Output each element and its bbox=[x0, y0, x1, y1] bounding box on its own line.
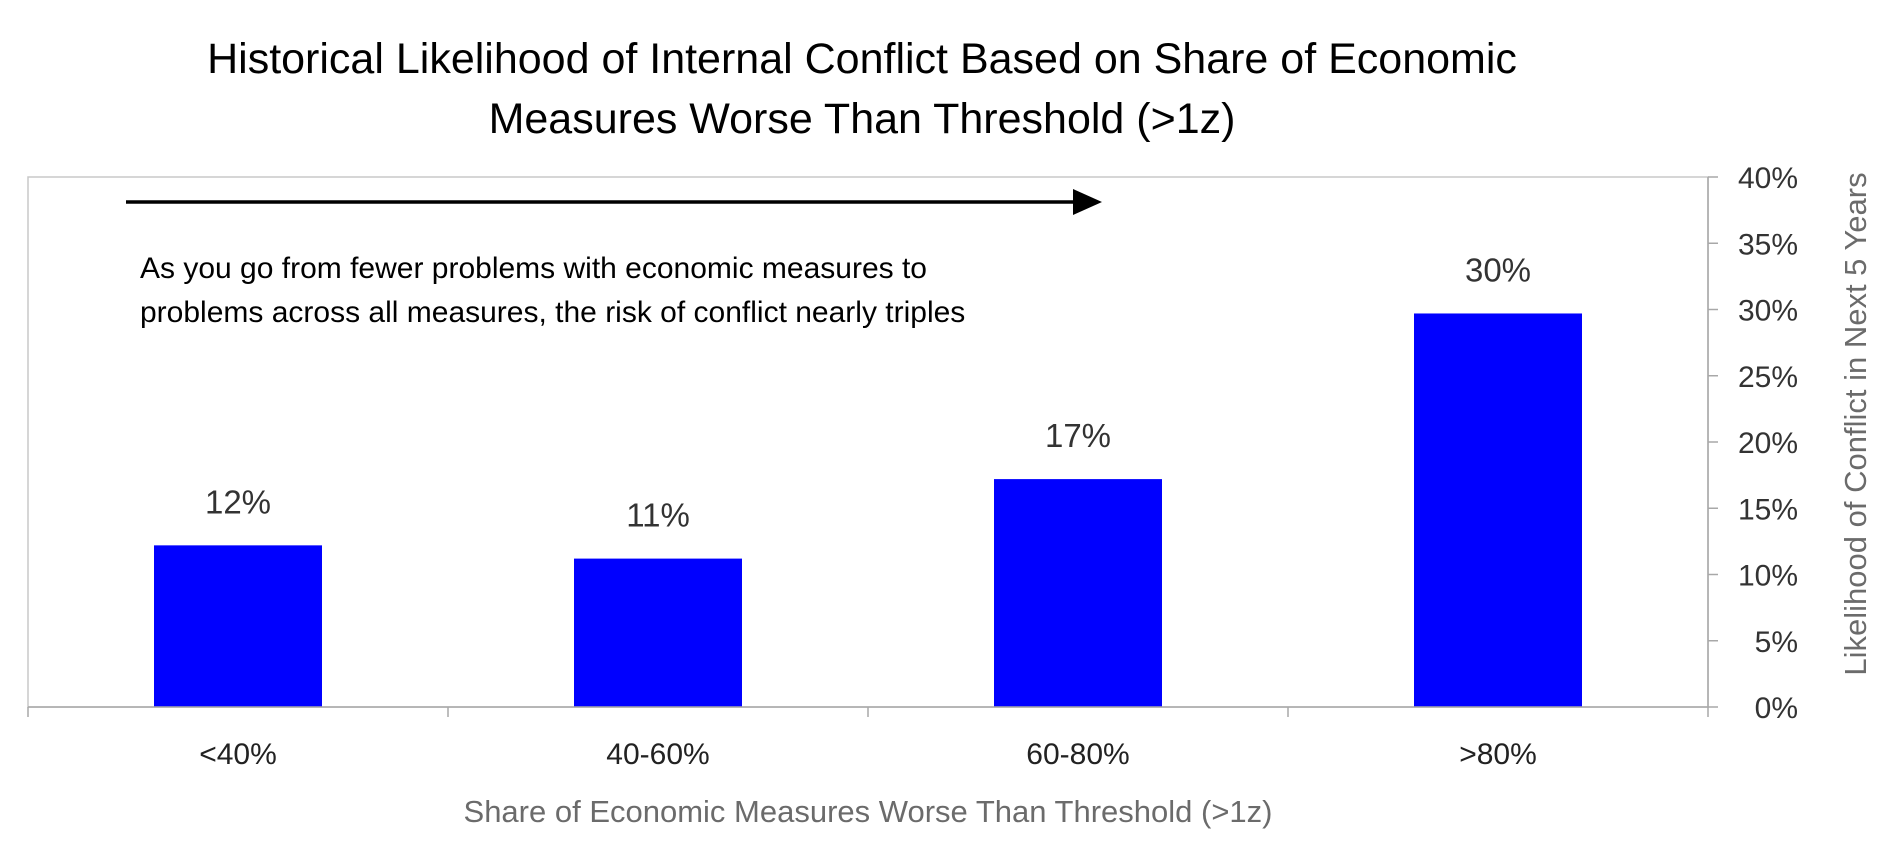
y-tick-label: 25% bbox=[1738, 361, 1798, 394]
bar bbox=[994, 479, 1162, 707]
y-tick-label: 40% bbox=[1738, 162, 1798, 195]
x-tick-label: >80% bbox=[1459, 738, 1537, 771]
bar bbox=[154, 545, 322, 707]
bar bbox=[1414, 313, 1582, 707]
annotation-line: problems across all measures, the risk o… bbox=[140, 296, 965, 329]
x-axis: <40% 40-60% 60-80% >80% bbox=[27, 706, 1709, 771]
chart-title-line: Historical Likelihood of Internal Confli… bbox=[207, 35, 1517, 83]
chart-annotation: As you go from fewer problems with econo… bbox=[140, 252, 965, 329]
chart-title-line: Measures Worse Than Threshold (>1z) bbox=[489, 95, 1236, 143]
y-tick-label: 10% bbox=[1738, 560, 1798, 593]
bar bbox=[574, 558, 742, 707]
bar-data-label: 30% bbox=[1465, 251, 1531, 288]
x-tick-label: <40% bbox=[199, 738, 277, 771]
bars bbox=[154, 313, 1582, 707]
annotation-line: As you go from fewer problems with econo… bbox=[140, 252, 927, 285]
bar-data-label: 11% bbox=[626, 497, 690, 534]
bar-data-label: 12% bbox=[205, 483, 271, 520]
x-tick-label: 60-80% bbox=[1026, 738, 1129, 771]
x-tick-label: 40-60% bbox=[606, 738, 709, 771]
y-tick-label: 35% bbox=[1738, 228, 1798, 261]
y-axis: 0% 5% 10% 15% 20% 25% 30% 35% 40% bbox=[1707, 162, 1798, 725]
bar-data-label: 17% bbox=[1045, 417, 1111, 454]
data-labels: 12% 11% 17% 30% bbox=[205, 251, 1531, 533]
y-tick-label: 5% bbox=[1755, 626, 1798, 659]
y-tick-label: 0% bbox=[1755, 692, 1798, 725]
y-tick-label: 20% bbox=[1738, 427, 1798, 460]
chart-title: Historical Likelihood of Internal Confli… bbox=[207, 35, 1517, 143]
y-axis-title: Likelihood of Conflict in Next 5 Years bbox=[1838, 172, 1873, 675]
y-tick-label: 30% bbox=[1738, 295, 1798, 328]
trend-arrow-head bbox=[1073, 189, 1102, 215]
y-tick-label: 15% bbox=[1738, 493, 1798, 526]
x-axis-title: Share of Economic Measures Worse Than Th… bbox=[464, 794, 1273, 829]
trend-arrow bbox=[126, 189, 1102, 215]
